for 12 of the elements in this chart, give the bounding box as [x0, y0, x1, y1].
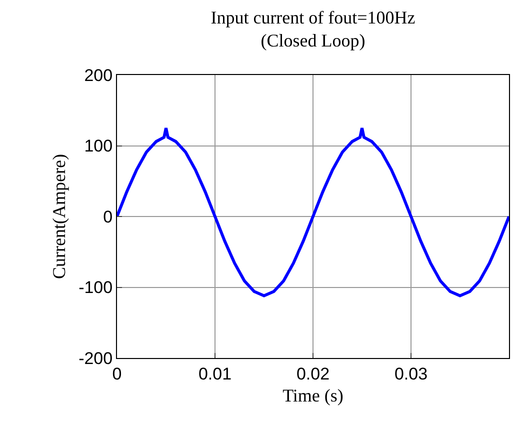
y-tick-label: -100 [78, 278, 113, 298]
chart-title: Input current of fout=100Hz (Closed Loop) [210, 7, 416, 51]
x-tick-label: 0.01 [198, 364, 232, 384]
y-tick-label: -200 [78, 348, 113, 368]
x-tick-label: 0.02 [296, 364, 330, 384]
y-axis-title: Current(Ampere) [48, 154, 69, 279]
y-tick-label: 0 [103, 207, 113, 226]
x-axis-title: Time (s) [282, 386, 344, 406]
y-tick-label: 200 [84, 66, 113, 85]
x-tick-label: 0.03 [394, 364, 428, 384]
y-tick-label: 100 [84, 136, 113, 156]
line-series [117, 126, 509, 298]
